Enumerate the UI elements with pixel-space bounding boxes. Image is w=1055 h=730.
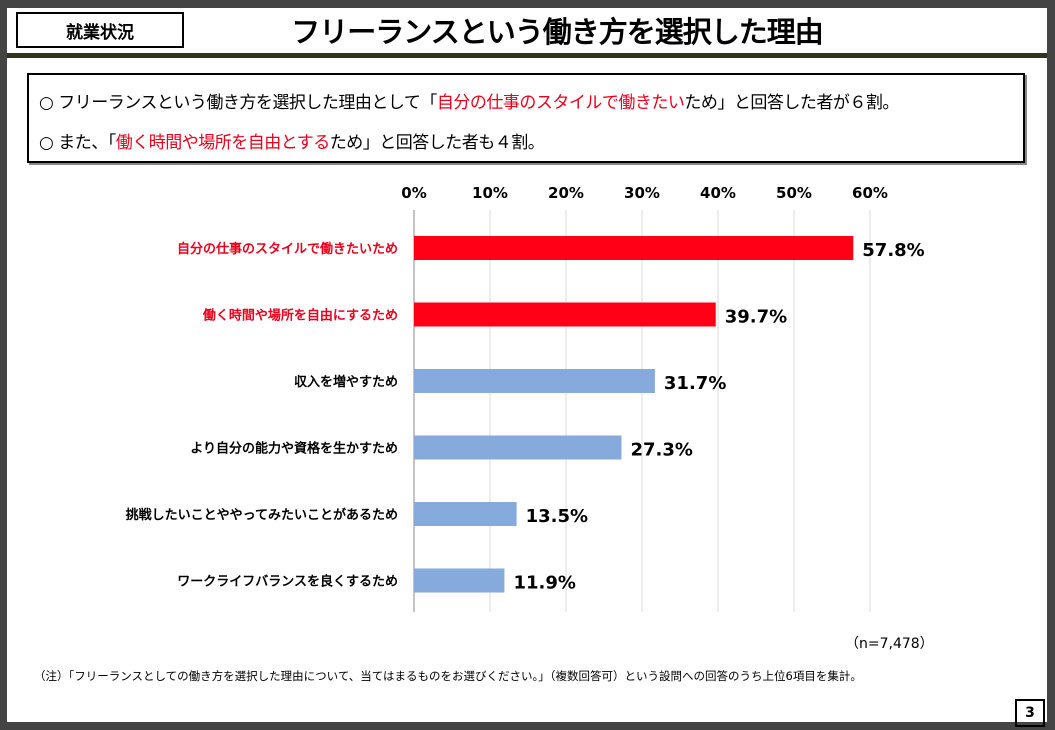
page-number: 3 [1015,699,1045,727]
category-label: 自分の仕事のスタイルで働きたいため [177,241,398,257]
category-label: ワークライフバランスを良くするため [177,574,398,590]
category-label: 収入を増やすため [294,374,398,390]
summary-box: ○ フリーランスという働き方を選択した理由として「自分の仕事のスタイルで働きたい… [27,73,1025,163]
x-tick-label: 10% [472,184,508,202]
x-tick-label: 50% [776,184,812,202]
sample-size: （n=7,478） [845,636,934,652]
data-label: 11.9% [513,573,575,594]
summary-text: ○ フリーランスという働き方を選択した理由として「 [39,93,437,113]
x-tick-label: 20% [548,184,584,202]
x-tick-label: 30% [624,184,660,202]
x-tick-label: 60% [852,184,888,202]
summary-highlight: 働く時間や場所を自由とする [115,133,331,153]
bar [414,568,505,593]
bar [414,502,517,526]
header-divider [7,53,1047,58]
category-label: より自分の能力や資格を生かすため [190,441,398,457]
bar [414,369,655,393]
bar [414,435,622,460]
slide: 就業状況 フリーランスという働き方を選択した理由 ○ フリーランスという働き方を… [7,8,1047,727]
summary-highlight: 自分の仕事のスタイルで働きたい [436,93,685,113]
data-label: 39.7% [725,307,787,328]
summary-text: ○ また、「 [39,133,116,153]
section-tag: 就業状況 [16,12,184,48]
summary-line-2: ○ また、「働く時間や場所を自由とするため」と回答した者も４割。 [39,123,1013,163]
data-label: 57.8% [862,240,924,261]
category-label: 働く時間や場所を自由にするため [202,308,398,324]
bar [414,236,854,260]
x-tick-label: 40% [700,184,736,202]
data-label: 31.7% [664,373,726,394]
page-title: フリーランスという働き方を選択した理由 [291,15,823,49]
summary-text: ため」と回答した者が６割。 [684,93,899,113]
data-label: 13.5% [526,506,588,527]
summary-line-1: ○ フリーランスという働き方を選択した理由として「自分の仕事のスタイルで働きたい… [39,83,1013,123]
bar [414,302,716,327]
category-label: 挑戦したいことややってみたいことがあるため [126,507,398,523]
footnote: （注）「フリーランスとしての働き方を選択した理由について、当てはまるものをお選び… [34,669,862,683]
data-label: 27.3% [630,440,692,461]
x-tick-label: 0% [401,184,426,202]
summary-text: ため」と回答した者も４割。 [329,133,545,153]
